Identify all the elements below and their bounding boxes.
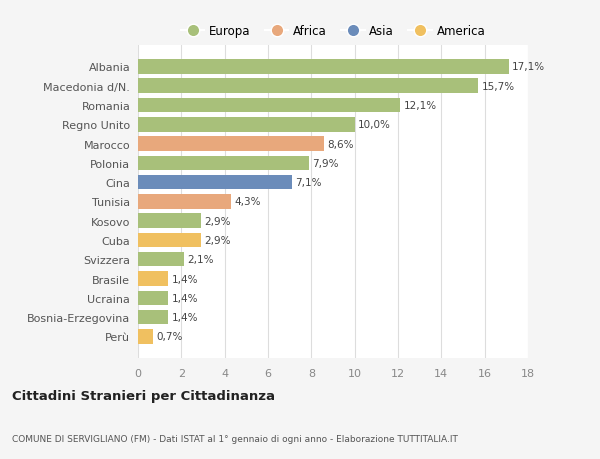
Bar bbox=[138, 156, 309, 171]
Text: 1,4%: 1,4% bbox=[172, 293, 198, 303]
Text: 8,6%: 8,6% bbox=[328, 139, 354, 149]
Text: 0,7%: 0,7% bbox=[157, 332, 183, 341]
Bar bbox=[138, 118, 355, 132]
Bar bbox=[138, 310, 169, 325]
Bar bbox=[138, 330, 153, 344]
Bar bbox=[138, 79, 478, 94]
Bar bbox=[138, 175, 292, 190]
Text: COMUNE DI SERVIGLIANO (FM) - Dati ISTAT al 1° gennaio di ogni anno - Elaborazion: COMUNE DI SERVIGLIANO (FM) - Dati ISTAT … bbox=[12, 434, 458, 442]
Text: 12,1%: 12,1% bbox=[403, 101, 437, 111]
Text: 2,9%: 2,9% bbox=[204, 216, 230, 226]
Text: 2,9%: 2,9% bbox=[204, 235, 230, 246]
Bar bbox=[138, 252, 184, 267]
Text: 2,1%: 2,1% bbox=[187, 255, 213, 265]
Text: 1,4%: 1,4% bbox=[172, 313, 198, 322]
Bar bbox=[138, 272, 169, 286]
Text: 15,7%: 15,7% bbox=[481, 82, 515, 91]
Text: 7,1%: 7,1% bbox=[295, 178, 322, 188]
Legend: Europa, Africa, Asia, America: Europa, Africa, Asia, America bbox=[176, 21, 490, 43]
Text: 10,0%: 10,0% bbox=[358, 120, 391, 130]
Bar bbox=[138, 214, 201, 229]
Bar bbox=[138, 195, 231, 209]
Text: Cittadini Stranieri per Cittadinanza: Cittadini Stranieri per Cittadinanza bbox=[12, 389, 275, 403]
Bar bbox=[138, 291, 169, 305]
Bar bbox=[138, 233, 201, 248]
Bar bbox=[138, 99, 400, 113]
Text: 4,3%: 4,3% bbox=[235, 197, 261, 207]
Text: 1,4%: 1,4% bbox=[172, 274, 198, 284]
Text: 17,1%: 17,1% bbox=[512, 62, 545, 72]
Bar bbox=[138, 137, 325, 151]
Bar bbox=[138, 60, 509, 74]
Text: 7,9%: 7,9% bbox=[313, 158, 339, 168]
